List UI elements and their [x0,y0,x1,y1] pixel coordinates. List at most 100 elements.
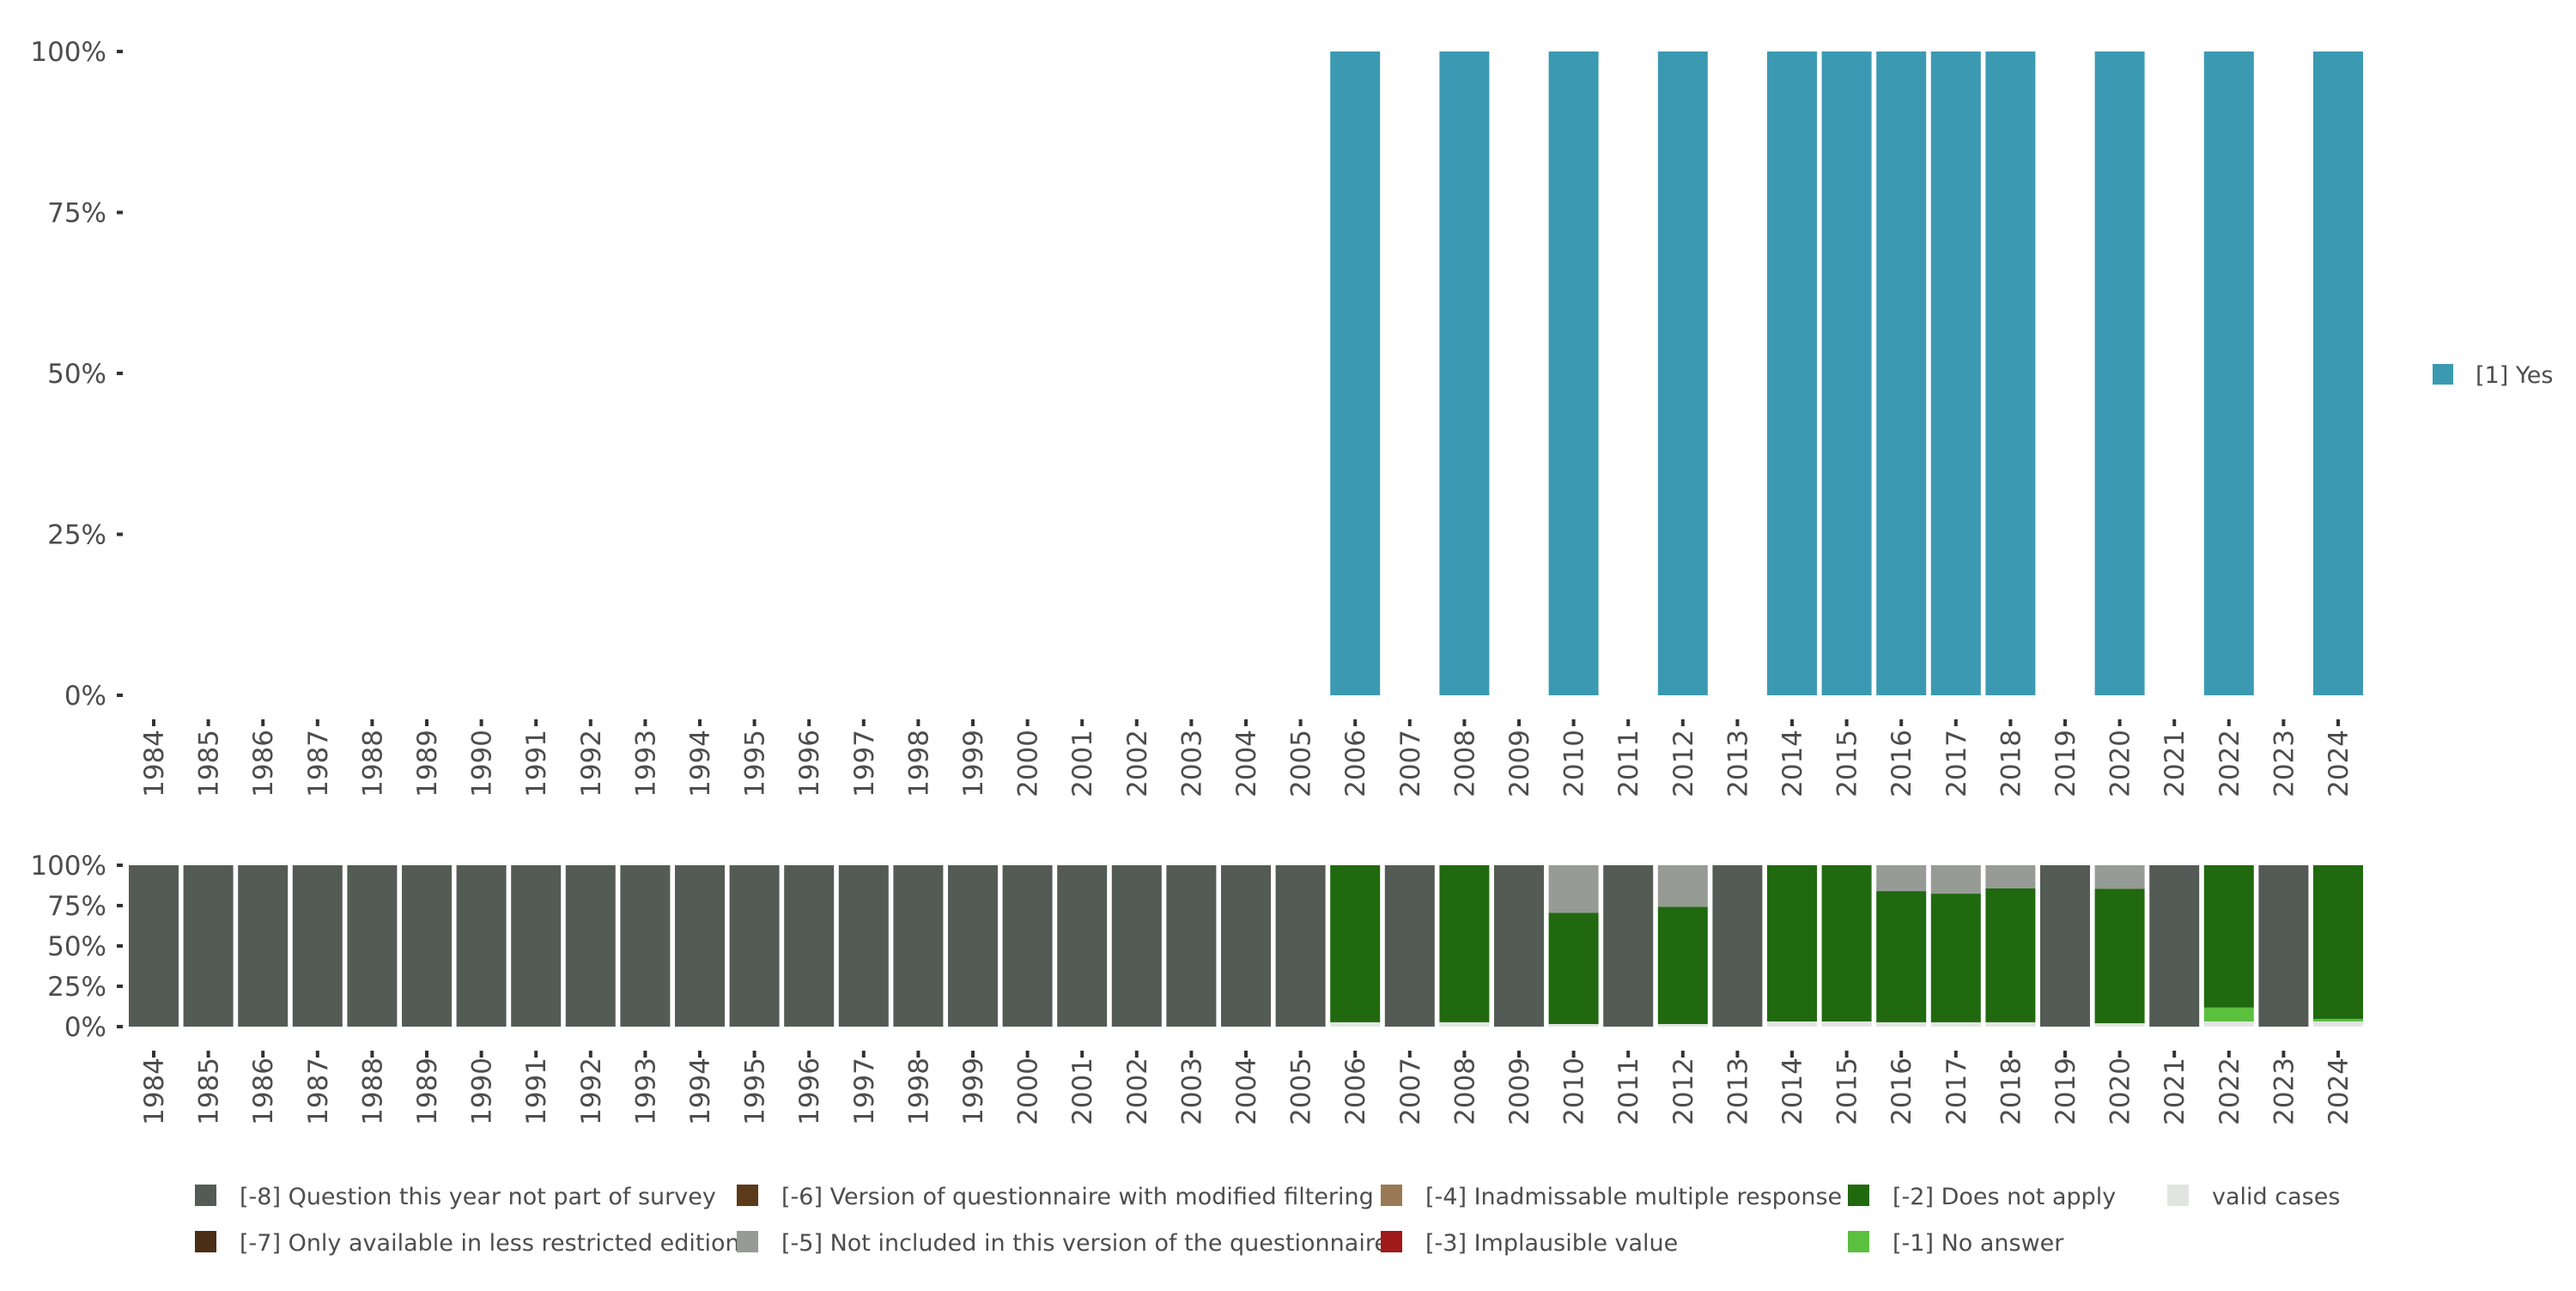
bottom-x-tick-label: 1986 [248,1058,279,1125]
bottom-x-tick-label: 2018 [1996,1058,2026,1125]
legend-label: [-4] Inadmissable multiple response [1425,1184,1842,1210]
bottom-y-tick-label: 0% [64,1012,106,1043]
bottom-bar-2006 [1330,1021,1381,1027]
legend-label: [-1] No answer [1893,1230,2064,1257]
top-x-tick-label: 1989 [412,730,443,797]
bottom-x-tick-label: 1998 [903,1058,934,1125]
bottom-x-tick-label: 1997 [849,1058,880,1125]
top-x-tick-label: 1992 [576,730,607,797]
bottom-x-tick-label: 1990 [467,1058,498,1125]
top-x-tick-label: 1998 [903,730,934,797]
bottom-bar-2005 [1275,865,1326,1027]
top-x-tick-label: 2012 [1668,730,1699,797]
bottom-bar-2008 [1439,1021,1490,1027]
bottom-x-tick-label: 2011 [1613,1058,1644,1125]
top-x-tick-label: 2006 [1340,730,1371,797]
top-bar-2017 [1930,52,1981,695]
bottom-x-tick-label: 2006 [1340,1058,1371,1125]
legend-label: [-6] Version of questionnaire with modif… [781,1184,1374,1210]
legend-swatch [1848,1185,1869,1206]
bottom-bar-2001 [1057,865,1108,1027]
bottom-x-tick-label: 2009 [1504,1058,1535,1125]
top-bar-2008 [1439,52,1490,695]
top-x-tick-label: 2015 [1832,730,1863,797]
legend-label-yes: [1] Yes [2476,362,2553,389]
top-y-tick-label: 50% [47,359,106,390]
top-bar-2014 [1767,52,1817,695]
top-x-tick-label: 2017 [1941,730,1972,797]
bottom-x-tick-label: 1999 [958,1058,989,1125]
bottom-x-tick-label: 1989 [412,1058,443,1125]
top-x-tick-label: 1999 [958,730,989,797]
bottom-x-tick-label: 2008 [1449,1058,1480,1125]
bottom-x-tick-label: 2012 [1668,1058,1699,1125]
top-x-tick-label: 2023 [2269,730,2300,797]
legend-swatch [195,1185,216,1206]
legend-label: [-2] Does not apply [1893,1184,2116,1210]
top-x-tick-label: 2020 [2105,730,2136,797]
bottom-bar-2021 [2149,865,2200,1027]
top-x-tick-label: 2004 [1231,730,1262,797]
bottom-x-tick-label: 2023 [2269,1058,2300,1125]
legend-label: [-7] Only available in less restricted e… [240,1230,740,1257]
top-x-tick-label: 2001 [1067,730,1098,797]
bottom-x-tick-label: 2000 [1013,1058,1044,1125]
bottom-x-tick-label: 1987 [303,1058,334,1125]
legend-swatch [1381,1185,1402,1206]
bottom-bar-1990 [456,865,507,1027]
bottom-bar-2020 [2094,865,2145,889]
bottom-bar-1998 [893,865,944,1027]
top-x-tick-label: 1991 [521,730,552,797]
top-bar-2022 [2203,52,2254,695]
bottom-bar-2018 [1985,888,2036,1022]
top-y-tick-label: 25% [47,520,106,551]
legend-swatch [1381,1231,1402,1252]
bottom-bar-2010 [1548,1023,1599,1027]
bottom-bar-2024 [2313,1021,2363,1027]
top-x-tick-label: 2011 [1613,730,1644,797]
top-x-tick-label: 1995 [740,730,771,797]
bottom-bar-2013 [1712,865,1763,1027]
top-x-tick-label: 1985 [194,730,225,797]
top-x-tick-label: 2024 [2324,730,2354,797]
bottom-bar-1984 [129,865,179,1027]
top-bar-2018 [1985,52,2036,695]
bottom-x-tick-label: 2015 [1832,1058,1863,1125]
top-x-tick-label: 2009 [1504,730,1535,797]
top-x-tick-label: 2021 [2160,730,2190,797]
top-x-tick-label: 2019 [2050,730,2081,797]
legend-swatch [737,1231,758,1252]
bottom-x-tick-label: 2003 [1176,1058,1207,1125]
top-x-tick-label: 2005 [1286,730,1317,797]
bottom-bar-2002 [1111,865,1162,1027]
top-x-tick-label: 2002 [1122,730,1153,797]
top-y-tick-label: 75% [47,198,106,229]
bottom-x-tick-label: 1985 [194,1058,225,1125]
legend-label: [-8] Question this year not part of surv… [240,1184,716,1210]
bottom-x-tick-label: 1988 [357,1058,388,1125]
bottom-bar-2017 [1930,865,1981,894]
bottom-bar-2014 [1767,1021,1817,1027]
legend-label: [-3] Implausible value [1425,1230,1678,1257]
top-x-tick-label: 1988 [357,730,388,797]
top-x-tick-label: 1990 [467,730,498,797]
bottom-bar-2020 [2094,1023,2145,1027]
bottom-bar-2014 [1767,865,1817,1021]
bottom-bar-2008 [1439,865,1490,1022]
top-x-tick-label: 2008 [1449,730,1480,797]
bottom-bar-2007 [1384,865,1435,1027]
bottom-bar-2022 [2203,865,2254,1008]
bottom-bar-2012 [1657,865,1708,907]
bottom-bar-2018 [1985,1021,2036,1027]
bottom-bar-2009 [1494,865,1544,1027]
bottom-bar-2015 [1821,1021,1872,1027]
bottom-x-tick-label: 2002 [1122,1058,1153,1125]
bottom-bar-2024 [2313,1018,2363,1021]
bottom-bar-2000 [1002,865,1053,1027]
top-x-tick-label: 2013 [1722,730,1753,797]
bottom-x-tick-label: 2013 [1722,1058,1753,1125]
bottom-bar-2016 [1876,1021,1927,1027]
bottom-bar-2011 [1603,865,1654,1027]
top-x-tick-label: 1996 [794,730,825,797]
bottom-x-tick-label: 1994 [685,1058,716,1125]
